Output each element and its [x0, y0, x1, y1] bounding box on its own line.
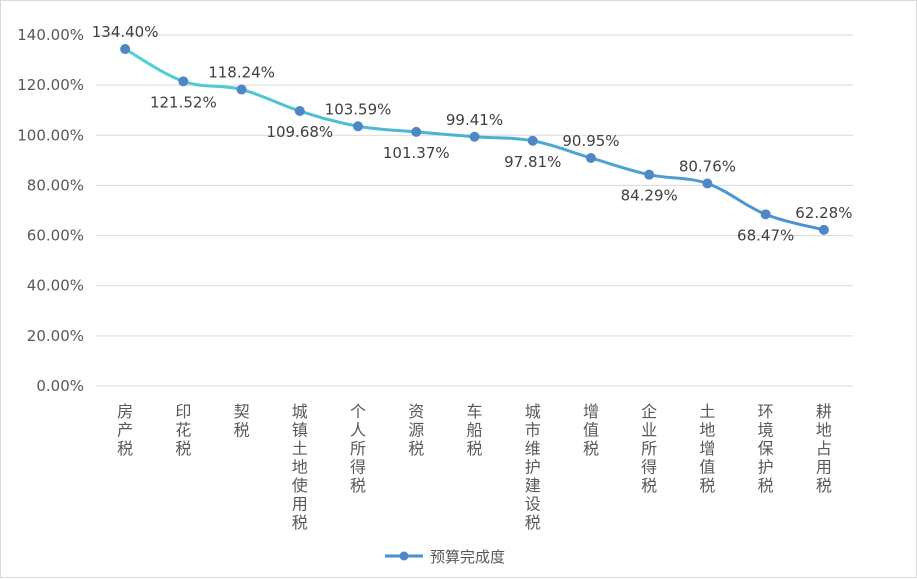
data-label: 121.52%: [150, 93, 217, 111]
legend-label: 预算完成度: [430, 548, 505, 566]
x-category-label: 个人所得税: [350, 402, 366, 495]
legend-swatch-marker: [399, 551, 409, 561]
y-tick-label: 0.00%: [36, 377, 84, 395]
data-label: 118.24%: [208, 64, 275, 82]
y-axis-ticks: 0.00% 20.00% 40.00% 60.00% 80.00% 100.00% 120.…: [17, 26, 84, 395]
x-category-label: 环境保护税: [758, 402, 774, 495]
y-tick-label: 60.00%: [27, 227, 84, 245]
x-category-label: 房产税: [117, 402, 133, 458]
data-label: 101.37%: [383, 144, 450, 162]
data-point: [178, 76, 189, 87]
y-tick-label: 140.00%: [17, 26, 84, 44]
x-category-label: 城市维护建设税: [525, 402, 541, 532]
data-point: [760, 209, 771, 220]
legend: 预算完成度: [385, 548, 505, 566]
data-point: [818, 224, 829, 235]
data-label: 62.28%: [795, 204, 852, 222]
data-label: 80.76%: [679, 158, 736, 176]
y-tick-label: 40.00%: [27, 277, 84, 295]
y-tick-label: 100.00%: [17, 126, 84, 144]
data-point: [411, 126, 422, 137]
data-point: [236, 84, 247, 95]
data-point: [469, 131, 480, 142]
data-point: [702, 178, 713, 189]
data-point: [585, 152, 596, 163]
data-labels: 134.40% 121.52% 118.24% 109.68% 103.59% 101.3…: [92, 23, 853, 244]
data-label: 90.95%: [562, 132, 619, 150]
data-label: 109.68%: [266, 123, 333, 141]
data-label: 134.40%: [92, 23, 159, 41]
data-label: 97.81%: [504, 153, 561, 171]
gridlines: [96, 34, 853, 387]
y-tick-label: 80.00%: [27, 176, 84, 194]
x-category-label: 企业所得税: [641, 402, 657, 495]
data-point: [120, 44, 131, 55]
data-label: 103.59%: [325, 100, 392, 118]
x-category-label: 契税: [234, 402, 250, 440]
y-tick-label: 120.00%: [17, 76, 84, 94]
data-point: [644, 169, 655, 180]
data-label: 68.47%: [737, 226, 794, 244]
x-category-label: 印花税: [175, 402, 191, 458]
series-markers: [120, 44, 829, 235]
data-point: [527, 135, 538, 146]
x-category-label: 土地增值税: [699, 402, 715, 495]
x-category-label: 城镇土地使用税: [292, 402, 308, 532]
x-category-label: 增值税: [583, 402, 599, 458]
y-tick-label: 20.00%: [27, 327, 84, 345]
x-category-label: 耕地占用税: [816, 402, 832, 495]
data-label: 99.41%: [446, 111, 503, 129]
data-point: [353, 121, 364, 132]
x-axis-categories: 房产税 印花税 契税 城镇土地使用税 个人所得税 资源税 车船税 城市维护建设税 增值税 企业所得…: [117, 402, 832, 532]
data-point: [294, 106, 305, 117]
data-label: 84.29%: [621, 187, 678, 205]
x-category-label: 车船税: [466, 402, 482, 458]
x-category-label: 资源税: [408, 402, 424, 458]
